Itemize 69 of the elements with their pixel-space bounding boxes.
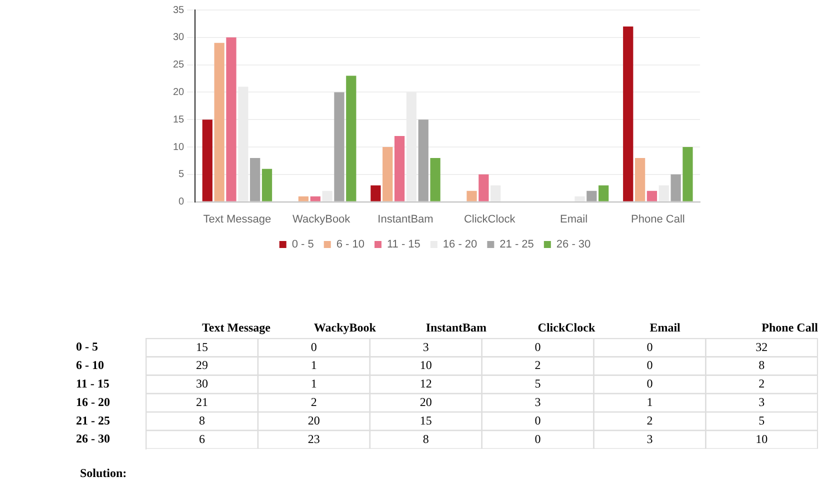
data-label: 5	[534, 376, 541, 391]
data-label: 3	[422, 340, 429, 354]
x-tick-label: Phone Call	[631, 213, 685, 226]
data-label: 32	[756, 340, 768, 354]
legend-label: 11 - 15	[386, 238, 420, 251]
x-tick-label: Phone Call	[762, 320, 819, 334]
data-label: 20	[420, 394, 432, 409]
data-label: 6	[198, 432, 205, 446]
data-label: 15	[196, 340, 208, 354]
data-label: 29	[196, 358, 208, 372]
legend-label: 21 - 25	[500, 238, 534, 251]
y-tick-label: 5	[178, 169, 185, 180]
data-label: 3	[758, 394, 765, 409]
x-tick-label: Email	[560, 213, 588, 226]
x-tick-label: WackyBook	[292, 213, 351, 226]
data-label: 1	[646, 394, 653, 409]
data-label: 0	[646, 340, 653, 354]
y-tick-label: 0	[178, 196, 185, 208]
y-tick-label: 21 - 25	[76, 413, 110, 428]
data-label: 0	[534, 413, 541, 428]
data-label: 8	[758, 358, 765, 372]
data-label: 10	[756, 432, 768, 446]
y-tick-label: 0 - 5	[76, 340, 98, 354]
x-tick-label: Text Message	[202, 320, 272, 334]
data-label: 0	[534, 340, 541, 354]
data-label: 12	[420, 376, 432, 391]
data-label: 8	[422, 432, 429, 446]
y-tick-label: 10	[173, 142, 185, 153]
data-label: 20	[308, 413, 320, 428]
text: Solution:	[80, 466, 127, 481]
legend-label: 0 - 5	[292, 238, 314, 251]
data-label: 0	[646, 376, 653, 391]
data-label: 10	[420, 358, 432, 372]
data-label: 2	[758, 376, 765, 391]
y-tick-label: 6 - 10	[76, 358, 104, 372]
x-tick-label: ClickClock	[538, 320, 596, 334]
data-label: 8	[198, 413, 205, 428]
data-label: 2	[534, 358, 541, 372]
data-label: 3	[534, 394, 541, 409]
x-tick-label: Email	[650, 320, 682, 334]
y-tick-label: 25	[173, 60, 185, 71]
data-label: 0	[646, 358, 653, 372]
y-tick-label: 16 - 20	[76, 394, 110, 409]
data-label: 2	[310, 394, 317, 409]
x-tick-label: Text Message	[203, 213, 272, 226]
data-label: 0	[534, 432, 541, 446]
data-label: 15	[420, 413, 432, 428]
x-tick-label: WackyBook	[314, 320, 376, 334]
data-label: 23	[308, 432, 320, 446]
data-label: 1	[310, 376, 317, 391]
data-label: 0	[310, 340, 317, 354]
data-label: 30	[196, 376, 208, 391]
legend-label: 6 - 10	[336, 238, 364, 251]
y-tick-label: 15	[173, 114, 185, 126]
x-tick-label: InstantBam	[378, 213, 434, 226]
y-tick-label: 20	[173, 86, 185, 98]
data-label: 1	[310, 358, 317, 372]
legend-label: 16 - 20	[442, 238, 478, 251]
data-label: 5	[758, 413, 765, 428]
x-tick-label: InstantBam	[426, 320, 487, 334]
x-tick-label: ClickClock	[464, 213, 516, 226]
y-tick-label: 35	[173, 4, 185, 16]
legend-label: 26 - 30	[556, 238, 591, 251]
y-tick-label: 30	[173, 32, 185, 44]
data-label: 21	[196, 394, 208, 409]
y-tick-label: 26 - 30	[76, 432, 110, 446]
data-label: 2	[646, 413, 653, 428]
data-label: 3	[646, 432, 653, 446]
y-tick-label: 11 - 15	[76, 376, 110, 390]
